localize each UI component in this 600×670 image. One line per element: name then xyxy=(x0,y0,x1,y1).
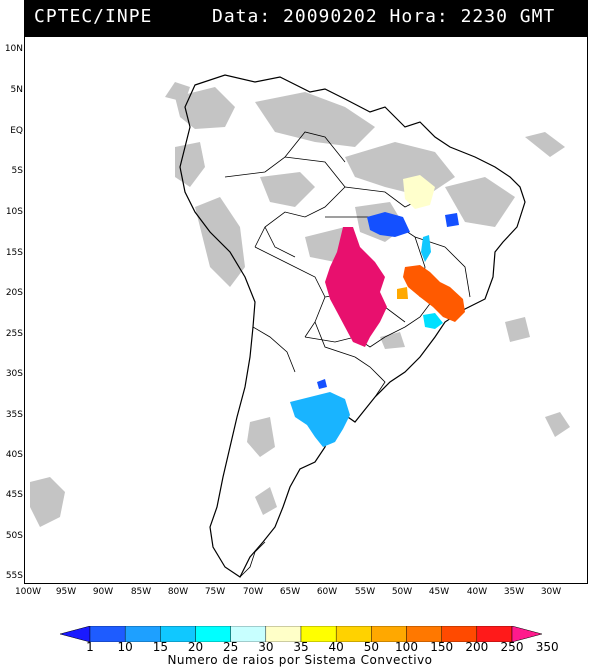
lon-label: 85W xyxy=(130,587,152,597)
south-america-outline xyxy=(179,74,526,578)
lat-label: EQ xyxy=(10,126,23,136)
legend-tick-label: 20 xyxy=(187,640,204,654)
lon-label: 90W xyxy=(92,587,114,597)
cyan-system-south xyxy=(290,392,350,447)
cyan-system-east xyxy=(423,313,443,329)
legend-tick-label: 250 xyxy=(500,640,524,654)
legend-tick-label: 1 xyxy=(86,640,94,654)
legend-tick-label: 10 xyxy=(117,640,133,654)
legend-tick-label: 15 xyxy=(152,640,168,654)
lat-label: 15S xyxy=(5,248,23,258)
legend-tick-label: 350 xyxy=(535,640,559,654)
blue-system-north xyxy=(367,212,410,237)
lon-label: 60W xyxy=(316,587,338,597)
map-frame xyxy=(24,36,588,584)
legend-tick-label: 30 xyxy=(258,640,274,654)
lon-label: 55W xyxy=(354,587,376,597)
lat-label: 55S xyxy=(5,571,23,581)
legend-tick-label: 100 xyxy=(395,640,418,654)
lat-label: 10S xyxy=(5,207,23,217)
legend-ticks: 1 10 15 20 25 30 35 40 50 100 150 200 250 350 xyxy=(0,640,600,654)
legend-title: Numero de raios por Sistema Convectivo xyxy=(167,653,433,667)
blue-system-south xyxy=(317,379,327,389)
lat-label: 45S xyxy=(5,490,23,500)
lon-label: 75W xyxy=(204,587,226,597)
lat-label: 40S xyxy=(5,450,23,460)
map-canvas xyxy=(30,74,570,578)
lon-label: 80W xyxy=(167,587,189,597)
title-bar: CPTEC/INPE Data: 20090202 Hora: 2230 GMT xyxy=(24,0,588,36)
orange-system xyxy=(403,265,465,322)
legend-tick-label: 40 xyxy=(328,640,344,654)
source-label: CPTEC/INPE xyxy=(34,6,153,27)
lat-label: 20S xyxy=(5,288,23,298)
lon-label: 45W xyxy=(428,587,450,597)
legend-colorbar xyxy=(60,626,542,642)
lon-label: 30W xyxy=(540,587,562,597)
lon-label: 65W xyxy=(279,587,301,597)
legend-tick-label: 50 xyxy=(363,640,379,654)
cloud-cover xyxy=(30,82,570,527)
lat-label: 10N xyxy=(4,44,23,54)
cyan-system-mid xyxy=(421,235,431,262)
lat-label: 25S xyxy=(5,329,23,339)
lon-label: 70W xyxy=(242,587,264,597)
legend-tick-label: 200 xyxy=(465,640,489,654)
lon-label: 100W xyxy=(14,587,42,597)
datetime-label: Data: 20090202 Hora: 2230 GMT xyxy=(212,6,556,27)
lon-label: 95W xyxy=(55,587,77,597)
lon-label: 40W xyxy=(466,587,488,597)
lon-label: 35W xyxy=(503,587,525,597)
pink-system xyxy=(325,227,387,347)
orange-small xyxy=(397,287,408,299)
legend-tick-label: 25 xyxy=(223,640,239,654)
lat-label: 5S xyxy=(11,166,23,176)
lon-label: 50W xyxy=(391,587,413,597)
blue-system-small xyxy=(445,213,459,227)
lat-label: 50S xyxy=(5,531,23,541)
lat-label: 30S xyxy=(5,369,23,379)
yellow-system xyxy=(403,175,435,209)
lat-label: 5N xyxy=(10,85,23,95)
legend-tick-label: 35 xyxy=(293,640,309,654)
legend-tick-label: 150 xyxy=(430,640,454,654)
legend-arrow-right xyxy=(511,626,542,642)
lat-label: 35S xyxy=(5,410,23,420)
convective-systems xyxy=(290,175,465,447)
